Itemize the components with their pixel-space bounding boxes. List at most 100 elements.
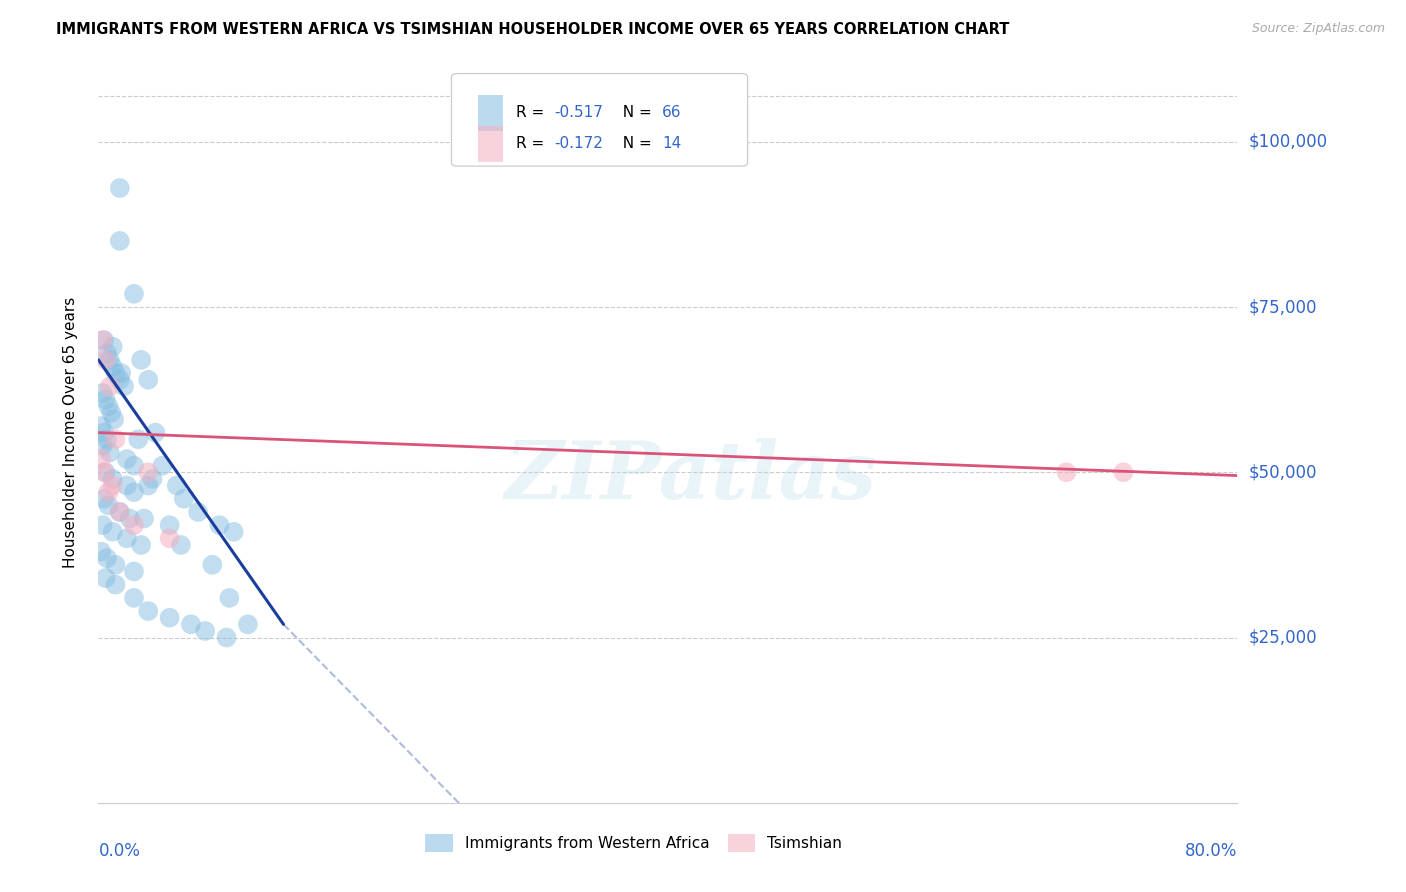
- Y-axis label: Householder Income Over 65 years: Householder Income Over 65 years: [63, 297, 77, 568]
- Point: [194, 624, 217, 638]
- Point: [101, 359, 124, 374]
- Point: [104, 366, 127, 380]
- Point: [159, 532, 181, 546]
- Point: [90, 544, 112, 558]
- FancyBboxPatch shape: [451, 73, 748, 166]
- Point: [180, 617, 202, 632]
- Point: [122, 565, 145, 579]
- Point: [96, 432, 118, 446]
- Point: [115, 478, 138, 492]
- Point: [208, 518, 231, 533]
- Point: [159, 518, 181, 533]
- Point: [136, 373, 159, 387]
- Point: [108, 181, 131, 195]
- Text: $100,000: $100,000: [1249, 133, 1327, 151]
- Point: [170, 538, 193, 552]
- Text: $75,000: $75,000: [1249, 298, 1317, 316]
- Point: [108, 234, 131, 248]
- Point: [122, 286, 145, 301]
- Bar: [478, 126, 503, 161]
- Point: [90, 419, 112, 434]
- Point: [112, 379, 135, 393]
- Point: [159, 610, 181, 624]
- Text: 66: 66: [662, 105, 682, 120]
- Point: [1056, 465, 1078, 479]
- Point: [94, 392, 117, 407]
- Point: [101, 472, 124, 486]
- Point: [104, 432, 127, 446]
- Point: [122, 591, 145, 605]
- Text: R =: R =: [516, 105, 550, 120]
- Bar: [478, 95, 503, 130]
- Point: [93, 465, 115, 479]
- Text: 14: 14: [662, 136, 682, 152]
- Point: [236, 617, 259, 632]
- Text: $50,000: $50,000: [1249, 463, 1317, 482]
- Point: [152, 458, 174, 473]
- Text: N =: N =: [613, 136, 657, 152]
- Text: 0.0%: 0.0%: [98, 842, 141, 860]
- Text: -0.172: -0.172: [554, 136, 603, 152]
- Point: [90, 452, 112, 467]
- Text: R =: R =: [516, 136, 550, 152]
- Text: N =: N =: [613, 105, 657, 120]
- Point: [110, 366, 132, 380]
- Point: [91, 386, 114, 401]
- Point: [222, 524, 245, 539]
- Point: [104, 558, 127, 572]
- Point: [104, 577, 127, 591]
- Point: [103, 412, 125, 426]
- Point: [98, 379, 121, 393]
- Point: [127, 432, 149, 446]
- Text: 80.0%: 80.0%: [1185, 842, 1237, 860]
- Point: [201, 558, 224, 572]
- Text: Source: ZipAtlas.com: Source: ZipAtlas.com: [1251, 22, 1385, 36]
- Point: [108, 373, 131, 387]
- Point: [122, 485, 145, 500]
- Point: [96, 551, 118, 566]
- Point: [115, 532, 138, 546]
- Text: IMMIGRANTS FROM WESTERN AFRICA VS TSIMSHIAN HOUSEHOLDER INCOME OVER 65 YEARS COR: IMMIGRANTS FROM WESTERN AFRICA VS TSIMSH…: [56, 22, 1010, 37]
- Point: [122, 458, 145, 473]
- Point: [98, 445, 121, 459]
- Point: [108, 505, 131, 519]
- Text: ZIPatlas: ZIPatlas: [505, 438, 877, 516]
- Point: [97, 485, 120, 500]
- Point: [141, 472, 163, 486]
- Legend: Immigrants from Western Africa, Tsimshian: Immigrants from Western Africa, Tsimshia…: [419, 829, 848, 858]
- Point: [129, 352, 152, 367]
- Point: [115, 452, 138, 467]
- Point: [136, 465, 159, 479]
- Point: [132, 511, 155, 525]
- Point: [108, 505, 131, 519]
- Point: [94, 571, 117, 585]
- Point: [218, 591, 240, 605]
- Point: [122, 518, 145, 533]
- Text: -0.517: -0.517: [554, 105, 603, 120]
- Point: [93, 425, 115, 440]
- Point: [97, 399, 120, 413]
- Point: [94, 352, 117, 367]
- Point: [91, 518, 114, 533]
- Point: [91, 439, 114, 453]
- Point: [91, 333, 114, 347]
- Point: [215, 631, 238, 645]
- Text: $25,000: $25,000: [1249, 629, 1317, 647]
- Point: [101, 524, 124, 539]
- Point: [98, 352, 121, 367]
- Point: [166, 478, 188, 492]
- Point: [101, 340, 124, 354]
- Point: [136, 478, 159, 492]
- Point: [97, 499, 120, 513]
- Point: [96, 346, 118, 360]
- Point: [129, 538, 152, 552]
- Point: [93, 333, 115, 347]
- Point: [136, 604, 159, 618]
- Point: [1112, 465, 1135, 479]
- Point: [94, 465, 117, 479]
- Point: [101, 478, 124, 492]
- Point: [173, 491, 195, 506]
- Point: [93, 491, 115, 506]
- Point: [118, 511, 141, 525]
- Point: [187, 505, 209, 519]
